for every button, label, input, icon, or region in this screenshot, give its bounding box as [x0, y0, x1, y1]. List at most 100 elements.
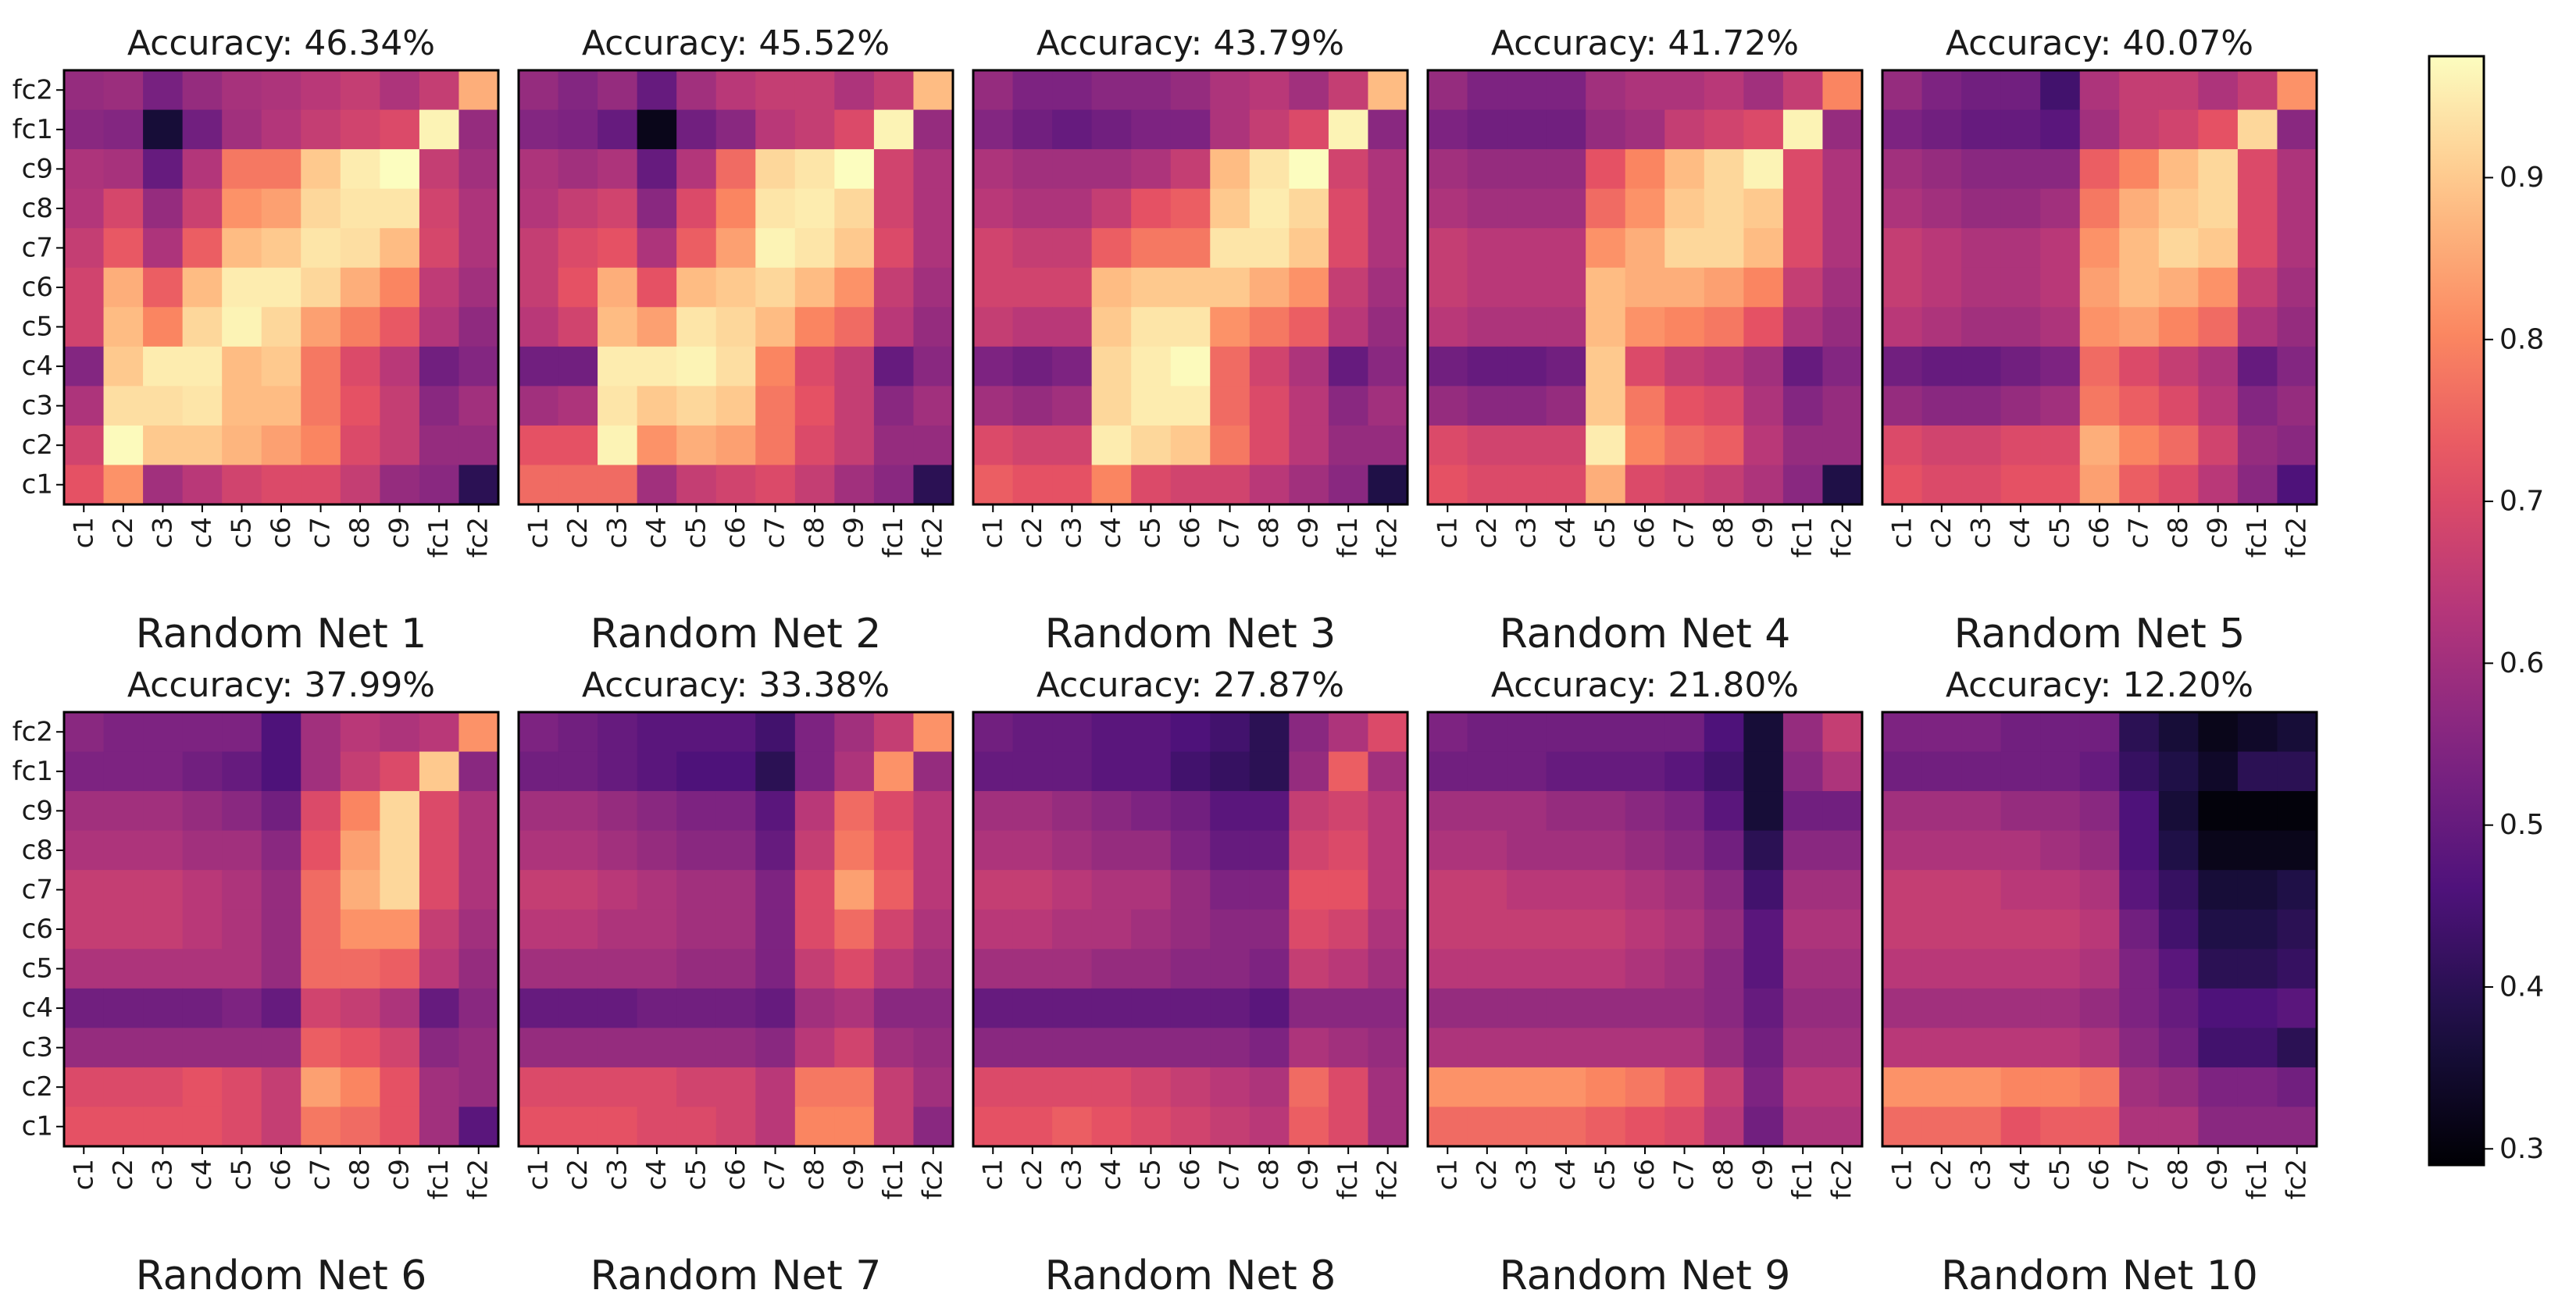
- heatmap-cell: [558, 988, 598, 1028]
- heatmap-cell: [637, 1028, 677, 1068]
- x-tick-label: c3: [1056, 517, 1087, 548]
- x-tick-label: fc2: [2282, 1159, 2313, 1199]
- heatmap-cell: [1012, 712, 1053, 753]
- heatmap-cell: [1743, 267, 1784, 308]
- heatmap-cell: [2277, 1106, 2317, 1147]
- heatmap-cell: [1586, 228, 1626, 269]
- heatmap-cell: [1961, 1028, 2002, 1068]
- heatmap-cell: [755, 228, 796, 269]
- heatmap-cell: [182, 751, 223, 792]
- heatmap-cell: [755, 188, 796, 229]
- heatmap-cell: [1704, 109, 1744, 150]
- heatmap-cell: [1625, 149, 1665, 190]
- heatmap-cell: [182, 228, 223, 269]
- heatmap-cell: [1782, 188, 1824, 229]
- heatmap-cell: [794, 425, 835, 466]
- heatmap-cell: [1882, 346, 1923, 387]
- heatmap-cell: [340, 1028, 380, 1068]
- heatmap-cell: [143, 188, 184, 229]
- heatmap-cell: [715, 188, 756, 229]
- heatmap-cell: [2079, 386, 2120, 426]
- heatmap-cell: [794, 830, 835, 871]
- heatmap-cell: [834, 346, 875, 387]
- heatmap-cell: [1704, 1028, 1744, 1068]
- heatmap-cell: [1210, 791, 1251, 832]
- heatmap-cell: [637, 712, 677, 753]
- panel-title: Accuracy: 37.99%: [127, 665, 435, 705]
- x-tick-label: c4: [187, 517, 218, 548]
- heatmap-cell: [1012, 791, 1053, 832]
- heatmap-cell: [1328, 791, 1369, 832]
- heatmap-cell: [380, 70, 420, 111]
- heatmap-cell: [715, 791, 756, 832]
- x-tick-label: c8: [1254, 1159, 1285, 1190]
- heatmap-cell: [143, 109, 184, 150]
- heatmap-cell: [1822, 386, 1863, 426]
- heatmap-cell: [1012, 830, 1053, 871]
- x-tick-label: c7: [1669, 1159, 1700, 1190]
- x-tick-label: c1: [523, 517, 554, 548]
- heatmap-cell: [715, 988, 756, 1028]
- heatmap-cell: [1782, 830, 1824, 871]
- heatmap-cell: [301, 870, 341, 910]
- heatmap-cell: [1921, 228, 1962, 269]
- heatmap-cell: [1507, 70, 1547, 111]
- heatmap-cell: [1368, 386, 1408, 426]
- heatmap-cell: [973, 1067, 1014, 1108]
- heatmap-cell: [103, 307, 144, 347]
- heatmap-cell: [380, 188, 420, 229]
- heatmap-cell: [1743, 425, 1784, 466]
- heatmap-cell: [1822, 988, 1863, 1028]
- heatmap-cell: [1625, 830, 1665, 871]
- heatmap-cell: [1704, 791, 1744, 832]
- heatmap-cell: [1625, 870, 1665, 910]
- heatmap-cell: [1170, 109, 1211, 150]
- heatmap-cell: [2158, 465, 2199, 505]
- heatmap-cell: [2198, 465, 2239, 505]
- heatmap-cell: [1368, 70, 1408, 111]
- heatmap-cell: [1743, 1106, 1784, 1147]
- heatmap-cell: [2000, 188, 2041, 229]
- heatmap-cell: [2000, 109, 2041, 150]
- heatmap-cell: [1289, 346, 1329, 387]
- heatmap-cell: [1210, 870, 1251, 910]
- heatmap-cell: [1546, 1028, 1586, 1068]
- heatmap-cell: [1091, 1067, 1132, 1108]
- heatmap-cell: [301, 949, 341, 989]
- heatmap-cell: [1546, 267, 1586, 308]
- heatmap-cell: [1822, 188, 1863, 229]
- heatmap-cell: [143, 1106, 184, 1147]
- heatmap-cell: [2119, 909, 2160, 950]
- x-tick-label: c9: [384, 1159, 416, 1190]
- heatmap-cell: [834, 386, 875, 426]
- heatmap-cell: [2198, 988, 2239, 1028]
- colorbar-gradient: [2428, 55, 2485, 1167]
- heatmap-cell: [1625, 307, 1665, 347]
- heatmap-cell: [2237, 386, 2278, 426]
- heatmap-cell: [2237, 1106, 2278, 1147]
- heatmap-cell: [340, 267, 380, 308]
- heatmap-cell: [1428, 870, 1468, 910]
- heatmap-cell: [1546, 465, 1586, 505]
- heatmap-cell: [598, 109, 638, 150]
- heatmap-cell: [340, 465, 380, 505]
- heatmap-cell: [1664, 267, 1705, 308]
- heatmap-cell: [143, 988, 184, 1028]
- heatmap-cell: [637, 988, 677, 1028]
- heatmap-cell: [1091, 830, 1132, 871]
- heatmap-cell: [834, 949, 875, 989]
- heatmap-cell: [103, 188, 144, 229]
- heatmap-cell: [834, 228, 875, 269]
- heatmap-cell: [676, 386, 717, 426]
- heatmap-cell: [1289, 870, 1329, 910]
- x-tick-label: c1: [977, 1159, 1008, 1190]
- heatmap-cell: [1546, 386, 1586, 426]
- heatmap-cell: [380, 988, 420, 1028]
- x-tick-label: c7: [1215, 1159, 1246, 1190]
- heatmap-cell: [676, 988, 717, 1028]
- heatmap-cell: [2000, 830, 2041, 871]
- heatmap-cell: [1170, 425, 1211, 466]
- heatmap-cell: [182, 830, 223, 871]
- heatmap-panel-3: Accuracy: 43.79% c1 c2 c3 c4 c5 c6 c7 c8 c9 fc1 fc2…: [972, 23, 1409, 657]
- y-tick-label: fc1: [12, 114, 53, 145]
